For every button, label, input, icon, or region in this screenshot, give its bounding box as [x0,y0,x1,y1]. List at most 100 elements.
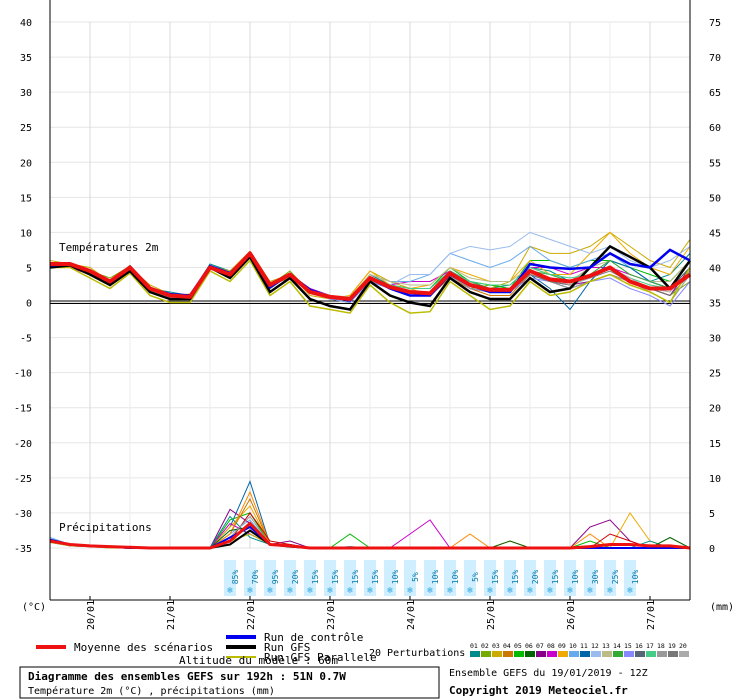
chart-axes: 4035302520151050-5-10-15-20-25-30-357570… [14,0,721,630]
snow-cell [584,560,596,596]
snow-probability-label: 15% [311,570,320,585]
snow-probability-label: 5% [411,572,420,582]
snow-cell [484,560,496,596]
member-legend-swatch [503,651,513,657]
snow-cell [384,560,396,596]
member-color-legend: 01 02 03 04 05 06 07 08 09 10 11 12 13 14 15 16 17 18 19 20 [470,642,689,657]
y-right-tick-label: 10 [709,474,721,485]
snowflake-icon: ❄ [267,586,273,596]
x-tick-label: 24/01 [406,600,417,630]
member-legend-swatch [492,651,502,657]
snow-probability-label: 30% [591,570,600,585]
snowflake-icon: ❄ [427,586,433,596]
x-tick-label: 27/01 [646,600,657,630]
snow-probability-label: 10% [391,570,400,585]
member-legend-id: 20 [679,642,687,650]
gfs-run-line [49,244,692,311]
y-left-tick-label: -5 [20,334,32,345]
member-legend-swatch [525,651,535,657]
snowflake-icon: ❄ [347,586,353,596]
snow-cell [564,560,576,596]
x-tick-label: 20/01 [86,600,97,630]
snow-probability-label: 20% [291,570,300,585]
member-legend-swatch [580,651,590,657]
snow-cell [524,560,536,596]
y-left-tick-label: 5 [26,263,32,274]
snowflake-icon: ❄ [327,586,333,596]
snowflake-icon: ❄ [547,586,553,596]
run-info: Ensemble GEFS du 19/01/2019 - 12Z [449,668,648,679]
snowflake-icon: ❄ [247,586,253,596]
member-legend-id: 07 [536,642,544,650]
y-right-tick-label: 70 [709,53,721,64]
snow-probability-label: 10% [451,570,460,585]
y-left-tick-label: 25 [20,123,32,134]
y-left-tick-label: -25 [14,474,32,485]
member-legend-id: 17 [646,642,654,650]
member-legend-swatch [558,651,568,657]
snowflake-icon: ❄ [367,586,373,596]
member-legend-id: 11 [580,642,588,650]
member-legend-id: 01 [470,642,478,650]
y-right-tick-label: 5 [709,509,715,520]
member-legend-swatch [602,651,612,657]
snow-cell [544,560,556,596]
member-legend-swatch [481,651,491,657]
member-legend-swatch [613,651,623,657]
member-legend-id: 13 [602,642,610,650]
member-legend-swatch [668,651,678,657]
snow-probability-label: 15% [351,570,360,585]
snow-cell [324,560,336,596]
footer-subtitle: Température 2m (°C) , précipitations (mm… [28,685,275,697]
member-legend-id: 10 [569,642,577,650]
snow-cell [264,560,276,596]
y-right-tick-label: 25 [709,369,721,380]
y-right-tick-label: 35 [709,299,721,310]
snowflake-icon: ❄ [387,586,393,596]
y-left-tick-label: -30 [14,509,32,520]
snowflake-icon: ❄ [507,586,513,596]
snow-probability-label: 25% [611,570,620,585]
precipitation-series [49,479,691,550]
member-legend-swatch [547,651,557,657]
x-tick-label: 26/01 [566,600,577,630]
snow-probability-label: 15% [371,570,380,585]
legend-parallel-label: Run GFS Parallele [264,651,377,664]
snowflake-icon: ❄ [227,586,233,596]
snow-probability-label: 15% [551,570,560,585]
snow-probability-label: 95% [271,570,280,585]
precip-mean-line [49,521,691,550]
y-right-tick-label: 75 [709,18,721,29]
y-left-tick-label: 35 [20,53,32,64]
snow-probability-label: 85% [231,570,240,585]
x-tick-label: 21/01 [166,600,177,630]
footer-title-box [19,666,440,699]
member-legend-swatch [536,651,546,657]
member-legend-id: 14 [613,642,621,650]
y-right-tick-label: 45 [709,228,721,239]
snow-probability-row: 85%❄70%❄95%❄20%❄15%❄15%❄15%❄15%❄10%❄5%❄1… [224,560,640,596]
snowflake-icon: ❄ [607,586,613,596]
member-legend-id: 03 [492,642,500,650]
snow-probability-label: 20% [531,570,540,585]
ensemble-mean-line [50,251,692,301]
snowflake-icon: ❄ [487,586,493,596]
y-left-tick-label: 15 [20,193,32,204]
member-legend-swatch [624,651,634,657]
y-right-tick-label: 15 [709,439,721,450]
y-left-tick-label: -10 [14,369,32,380]
member-legend-swatch [679,651,689,657]
snow-probability-label: 15% [511,570,520,585]
member-legend-swatch [470,651,480,657]
snow-cell [624,560,636,596]
member-legend-swatch [646,651,656,657]
snow-cell [244,560,256,596]
y-right-tick-label: 30 [709,334,721,345]
legend-gfs-label: Run GFS [264,641,310,654]
y-right-tick-label: 50 [709,193,721,204]
snow-cell [444,560,456,596]
y-right-tick-label: 60 [709,123,721,134]
snow-cell [424,560,436,596]
member-legend-id: 12 [591,642,599,650]
snow-probability-label: 15% [491,570,500,585]
